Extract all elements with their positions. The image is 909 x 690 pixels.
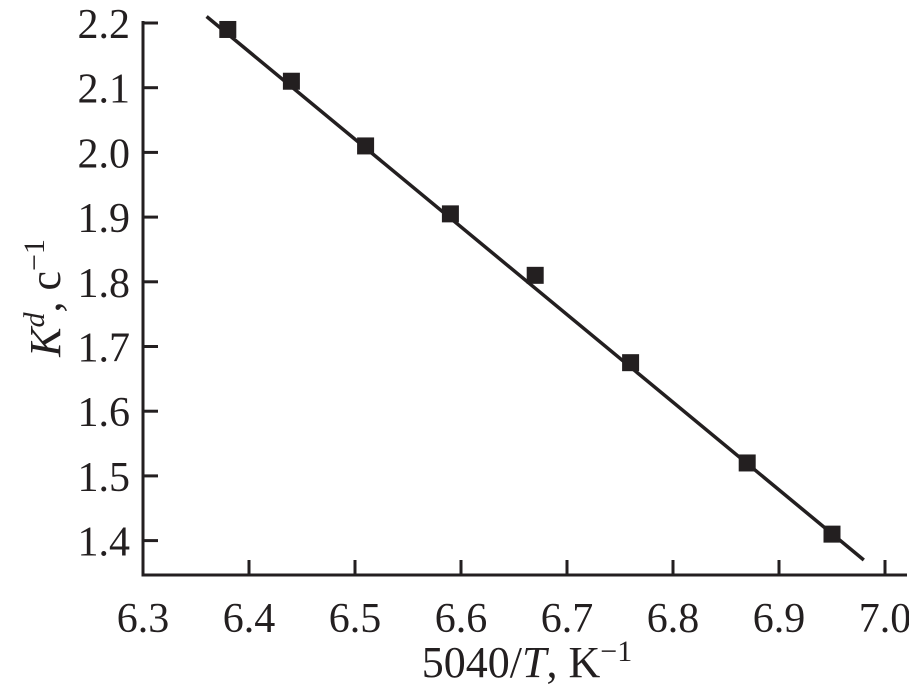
y-axis-tick-label: 2.0 — [78, 131, 131, 177]
y-axis-tick-label: 1.9 — [78, 196, 131, 242]
y-axis-tick-label: 1.4 — [78, 520, 131, 566]
x-axis-label: 5040/T, K−1 — [422, 635, 632, 687]
x-axis-tick-label: 6.4 — [223, 596, 276, 642]
x-axis-tick-label: 6.5 — [329, 596, 382, 642]
y-axis-tick-label: 2.2 — [78, 2, 131, 48]
x-axis-tick-label: 6.3 — [117, 596, 170, 642]
data-point-marker — [357, 137, 375, 155]
y-axis-tick-label: 1.8 — [78, 261, 131, 307]
y-axis-tick-label: 1.7 — [78, 326, 131, 372]
x-axis-tick-label: 7.0 — [859, 596, 909, 642]
x-axis-tick-label: 6.7 — [541, 596, 594, 642]
y-axis-tick-label: 1.6 — [78, 390, 131, 436]
y-axis-label: Kd, c−1 — [18, 239, 70, 358]
data-point-marker — [622, 354, 640, 372]
fit-line — [205, 15, 865, 562]
data-point-marker — [282, 72, 300, 90]
y-axis-tick-label: 1.5 — [78, 455, 131, 501]
x-axis-tick-label: 6.8 — [647, 596, 700, 642]
data-point-marker — [219, 20, 237, 38]
data-point-marker — [738, 454, 756, 472]
data-point-marker — [526, 266, 544, 284]
x-axis-tick-label: 6.9 — [753, 596, 806, 642]
data-point-marker — [441, 205, 459, 223]
y-axis-tick-label: 2.1 — [78, 67, 131, 113]
data-point-marker — [823, 525, 841, 543]
x-axis-tick-label: 6.6 — [435, 596, 488, 642]
